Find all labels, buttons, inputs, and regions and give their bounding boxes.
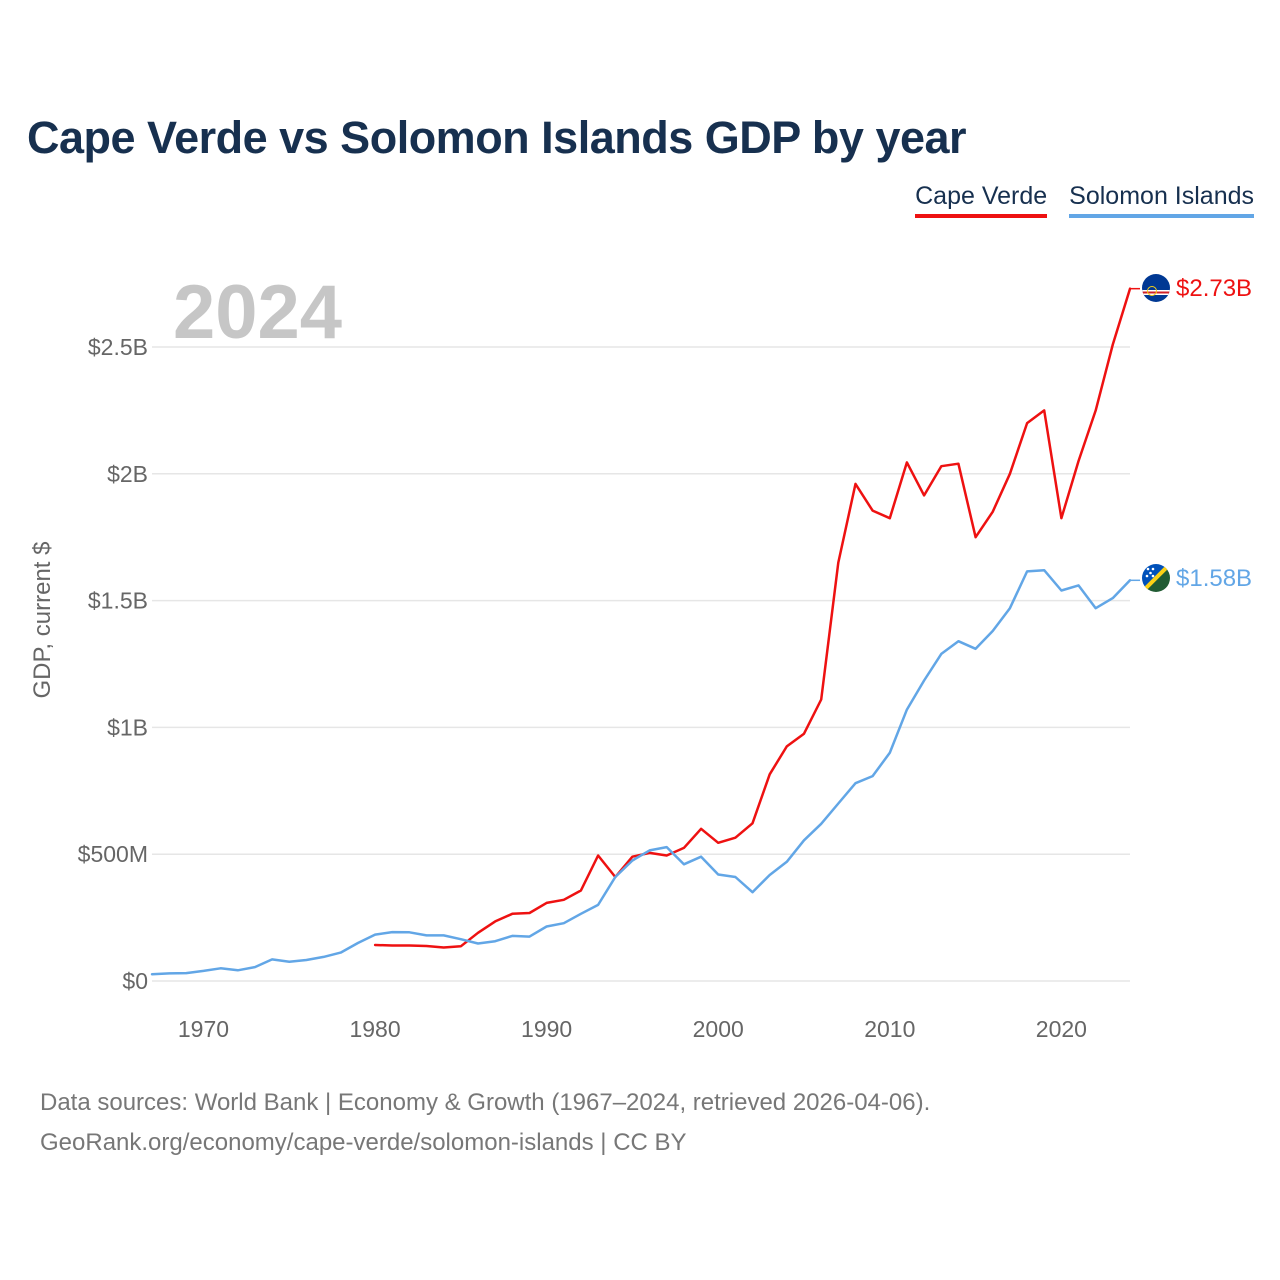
x-tick-label: 1970	[178, 1016, 229, 1042]
x-tick-label: 2000	[693, 1016, 744, 1042]
x-tick-label: 1990	[521, 1016, 572, 1042]
y-tick-label: $500M	[78, 841, 148, 867]
y-tick-label: $2.5B	[88, 334, 148, 360]
source-line-2[interactable]: GeoRank.org/economy/cape-verde/solomon-i…	[40, 1129, 687, 1156]
y-axis-label: GDP, current $	[29, 542, 56, 699]
y-tick-label: $1B	[107, 714, 148, 740]
x-tick-label: 2010	[864, 1016, 915, 1042]
current-year-label: 2024	[173, 270, 342, 355]
series-line-solomon-islands[interactable]	[150, 568, 1132, 976]
legend-item-solomon-islands[interactable]: Solomon Islands	[1069, 182, 1254, 218]
y-axis-ticks: $0 $500M $1B $1.5B $2B $2.5B	[78, 334, 148, 994]
x-tick-label: 1980	[349, 1016, 400, 1042]
y-tick-label: $0	[122, 968, 148, 994]
series-line-cape-verde[interactable]	[373, 287, 1132, 949]
x-tick-label: 2020	[1036, 1016, 1087, 1042]
gdp-line-chart: $0 $500M $1B $1.5B $2B $2.5B 1970 1980 1990 2000…	[29, 270, 1252, 1042]
solomon-islands-flag-icon	[1142, 564, 1170, 592]
x-axis-ticks: 1970 1980 1990 2000 2010 2020	[178, 1016, 1087, 1042]
gridlines	[152, 346, 1130, 982]
series-lines	[150, 287, 1140, 976]
legend-item-cape-verde[interactable]: Cape Verde	[915, 182, 1048, 218]
y-tick-label: $2B	[107, 461, 148, 487]
cape-verde-end-value: $2.73B	[1176, 275, 1252, 302]
solomon-islands-end-value: $1.58B	[1176, 565, 1252, 592]
legend: Cape Verde Solomon Islands	[915, 182, 1254, 218]
source-line-1: Data sources: World Bank | Economy & Gro…	[40, 1089, 931, 1116]
chart-title: Cape Verde vs Solomon Islands GDP by yea…	[27, 112, 967, 163]
data-source-note: Data sources: World Bank | Economy & Gro…	[40, 1083, 930, 1163]
y-tick-label: $1.5B	[88, 588, 148, 614]
cape-verde-flag-icon	[1142, 274, 1170, 302]
